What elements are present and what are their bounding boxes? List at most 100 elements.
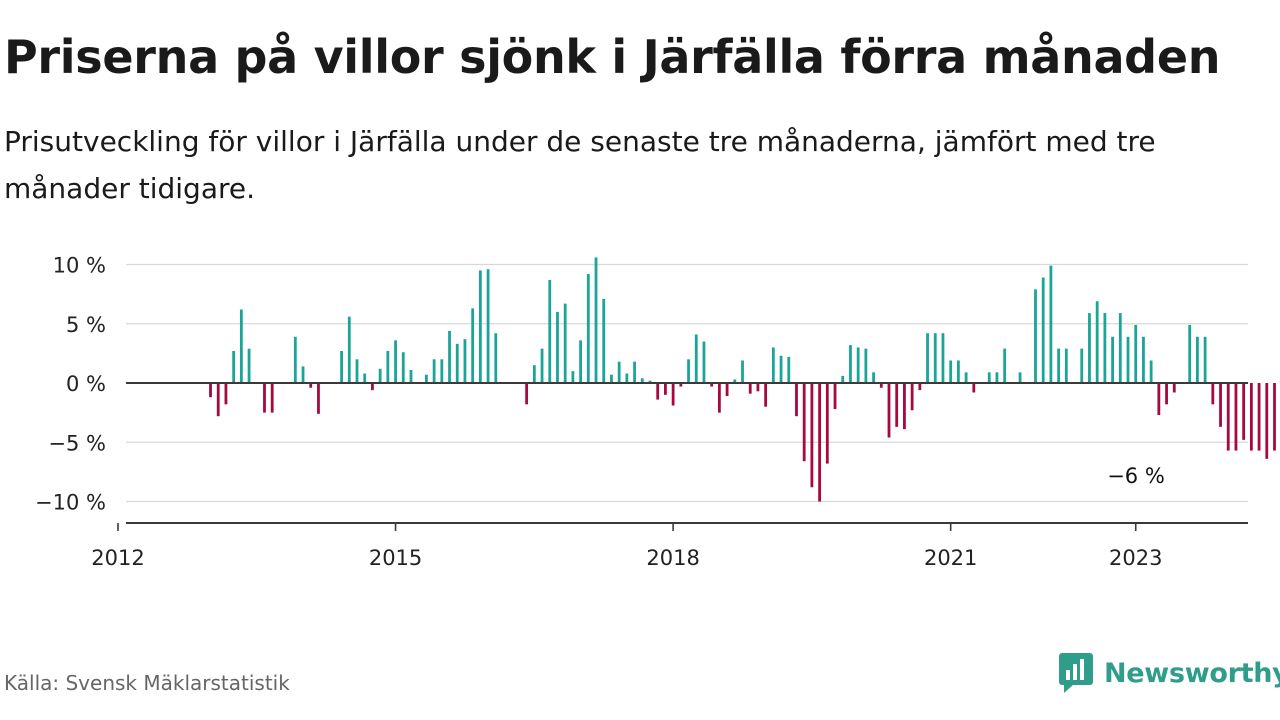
bar: [1103, 313, 1107, 383]
bar: [340, 351, 343, 383]
x-tick-label: 2018: [646, 546, 699, 570]
bar: [371, 383, 374, 391]
bar: [471, 308, 475, 384]
bar: [1242, 383, 1246, 440]
bar: [1211, 383, 1215, 405]
bar: [687, 359, 690, 383]
bar: [478, 270, 482, 384]
bar: [394, 340, 397, 383]
bar: [895, 383, 899, 427]
bar: [1188, 324, 1192, 384]
bar: [625, 373, 629, 383]
bar: [933, 333, 937, 383]
axes: [117, 382, 1248, 531]
bar: [741, 360, 744, 383]
bar: [664, 383, 667, 395]
bar: [679, 383, 683, 387]
bar: [247, 348, 251, 383]
x-tick-label: 2015: [369, 546, 422, 570]
bar: [1095, 301, 1099, 384]
bar: [879, 383, 883, 388]
bar: [833, 383, 837, 410]
bar: [795, 383, 798, 417]
bar: [216, 383, 220, 417]
bar: [779, 355, 783, 383]
bar: [1265, 383, 1269, 459]
bar: [818, 383, 822, 502]
bar: [949, 360, 953, 383]
y-tick-label: −5 %: [48, 431, 106, 455]
bar: [386, 351, 390, 383]
x-tick-label: 2021: [924, 546, 977, 570]
bar: [1219, 383, 1222, 427]
bar: [309, 383, 313, 388]
bar: [525, 383, 529, 405]
gridlines: [126, 263, 1248, 503]
y-tick-label: 5 %: [66, 313, 106, 337]
bar: [448, 330, 451, 383]
bar: [910, 383, 914, 411]
bar: [640, 378, 644, 383]
bar: [1111, 336, 1114, 383]
bar: [301, 366, 305, 383]
bar: [926, 333, 929, 383]
bar: [602, 298, 606, 383]
bar: [1273, 383, 1276, 451]
chart-title: Priserna på villor sjönk i Järfälla förr…: [4, 30, 1221, 84]
bar: [1041, 277, 1045, 383]
bar: [1226, 383, 1230, 451]
bar: [293, 336, 297, 383]
bar: [1126, 336, 1130, 383]
bar: [224, 383, 228, 405]
bar: [648, 380, 652, 383]
bar: [825, 383, 829, 464]
newsworthy-logo-icon: [1059, 653, 1093, 693]
y-tick-label: 0 %: [66, 372, 106, 396]
bar: [239, 309, 243, 383]
bar: [1172, 383, 1176, 393]
bar: [425, 374, 428, 383]
tick-labels: 10 % 5 % 0 % −5 % −10 % 2012 2015 2018 2021 2023 −…: [35, 254, 1165, 571]
x-tick-label: 2012: [91, 546, 144, 570]
newsworthy-logo[interactable]: Newsworthy: [1058, 652, 1280, 694]
chart-subtitle: Prisutveckling för villor i Järfälla und…: [4, 125, 1156, 205]
bar: [1249, 383, 1253, 451]
bar: [764, 383, 768, 407]
bar: [656, 383, 660, 400]
bar: [802, 383, 806, 462]
bar: [964, 372, 968, 383]
bar: [270, 383, 274, 413]
bar: [1149, 360, 1153, 383]
bar: [594, 257, 598, 383]
bar: [1257, 383, 1261, 451]
bar: [532, 365, 536, 383]
bar: [1118, 313, 1122, 383]
bar: [563, 303, 567, 383]
bar: [972, 383, 976, 393]
bar: [209, 383, 212, 398]
bar: [856, 347, 860, 383]
bar: [903, 383, 906, 430]
bar: [987, 372, 991, 383]
bar: [586, 273, 590, 383]
bar: [671, 383, 675, 406]
bar: [1234, 383, 1238, 451]
bar: [887, 383, 891, 438]
bars: [209, 257, 1276, 502]
bar: [548, 279, 552, 383]
bar: [440, 359, 444, 383]
bar: [401, 352, 405, 383]
bar: [610, 374, 613, 383]
bar: [1196, 336, 1199, 383]
bar: [918, 383, 922, 391]
bar: [941, 333, 945, 383]
bar: [1034, 289, 1037, 383]
latest-value-label: −6 %: [1107, 464, 1165, 488]
bar: [463, 339, 467, 383]
bar: [347, 316, 351, 383]
bar: [409, 369, 413, 383]
bar: [872, 372, 875, 383]
newsworthy-logo-text: Newsworthy: [1104, 657, 1280, 689]
bar: [756, 383, 760, 392]
bar: [363, 373, 367, 383]
